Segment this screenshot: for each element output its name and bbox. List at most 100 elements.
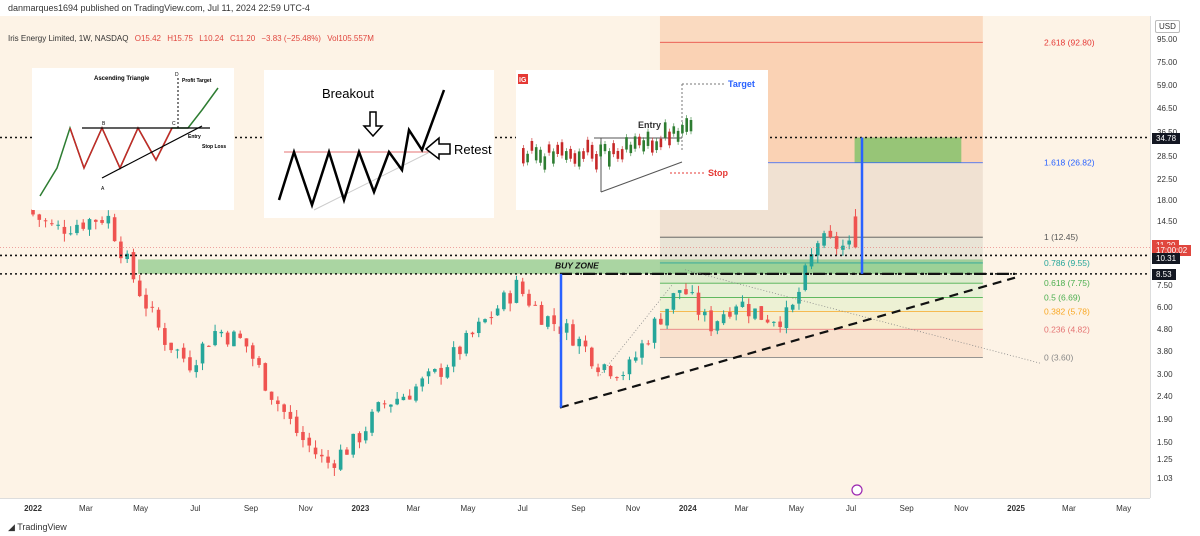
candle-body (100, 220, 104, 223)
candle-body (445, 367, 450, 378)
candle-body (665, 308, 669, 326)
candle-body (502, 292, 506, 310)
candle-body (345, 449, 349, 455)
chart-area[interactable]: BUY ZONE 2.618 (92.80) 1.618 (26.82) 1 (12… (0, 16, 1150, 498)
candle-body (288, 411, 293, 419)
candle-body (822, 233, 826, 246)
candle-body (508, 293, 512, 304)
price-axis[interactable]: USD 95.00 75.00 59.00 46.50 36.50 28.50 22.50 1… (1150, 16, 1200, 498)
price-tick: 75.00 (1157, 57, 1178, 67)
candle-body (784, 307, 789, 329)
fib-band (659, 297, 983, 312)
candle-body (464, 332, 469, 354)
time-tick: Jul (845, 504, 857, 513)
price-tick: 2.40 (1157, 391, 1173, 401)
time-tick: May (1116, 504, 1132, 513)
fib-band-top (659, 16, 983, 43)
candle-body (646, 343, 651, 345)
candle-body (420, 378, 425, 387)
candle-body (426, 371, 431, 377)
time-tick: Nov (298, 504, 313, 513)
price-tick: 36.50 (1157, 128, 1177, 137)
stop-label: Stop (708, 168, 728, 178)
price-tick: 3.80 (1157, 347, 1173, 357)
candle-body (332, 463, 337, 468)
fib-label: 0.236 (4.82) (1044, 324, 1090, 334)
candle-body (382, 403, 387, 405)
ig-logo: IG (519, 77, 527, 84)
time-tick: Nov (954, 504, 969, 513)
candle-body (853, 216, 858, 248)
profit-target-box (854, 137, 962, 163)
time-tick: Sep (243, 504, 259, 513)
candle-body (602, 364, 607, 370)
candle-body (734, 306, 738, 315)
time-tick: 2022 (24, 504, 42, 513)
symbol-legend: Iris Energy Limited, 1W, NASDAQ O15.42 H… (8, 34, 378, 43)
time-tick: 2025 (1007, 504, 1025, 513)
fib-band (659, 283, 983, 298)
retest-label: Retest (454, 142, 492, 157)
price-badge: 17:00:02 (1152, 245, 1192, 257)
svg-text:A: A (101, 186, 105, 192)
price-badge: 34.78 (1152, 132, 1181, 144)
tradingview-logo: ◢ TradingView (8, 522, 67, 532)
candle-body (282, 404, 286, 412)
price-tick: 6.00 (1157, 303, 1173, 312)
candle-body (552, 315, 556, 325)
candle-body (577, 338, 582, 347)
candle-body (546, 316, 550, 327)
candle-body (652, 318, 657, 343)
fib-label: 1 (12.45) (1044, 232, 1078, 242)
candle-body (759, 306, 764, 320)
candle-body (137, 280, 142, 297)
time-tick: Mar (79, 504, 93, 513)
candle-body (219, 331, 224, 334)
candle-body (476, 321, 481, 334)
candle-body (87, 219, 92, 230)
time-tick: 2024 (678, 504, 697, 513)
candle-body (188, 357, 192, 371)
candle-body (269, 391, 274, 400)
candle-body (828, 230, 833, 238)
candle-body (564, 323, 569, 333)
candle-body (225, 332, 230, 345)
candle-body (213, 331, 217, 346)
time-axis[interactable]: 2022 Mar May Jul Sep Nov 2023 Mar May Jul Sep Nov 20… (0, 498, 1150, 519)
ohlc-high: H15.75 (167, 34, 193, 43)
candle-body (200, 343, 205, 364)
candle-body (250, 345, 255, 359)
candle-body (797, 291, 801, 304)
breakout-label: Breakout (322, 86, 374, 101)
candle-body (43, 220, 48, 222)
candle-body (313, 447, 318, 455)
published-info: danmarques1694 published on TradingView.… (0, 0, 1200, 16)
candle-body (414, 386, 418, 401)
buy-zone-label: BUY ZONE (555, 260, 599, 270)
price-badge: 8.53 (1152, 268, 1176, 280)
candle-body (263, 363, 268, 391)
fib-band (659, 237, 983, 263)
candle-body (194, 365, 199, 373)
price-tick: 22.50 (1157, 174, 1178, 184)
candle-body (370, 411, 374, 433)
ascending-trendline (559, 276, 1016, 409)
candle-body (106, 215, 111, 224)
candle-body (75, 224, 79, 234)
candle-body (677, 290, 682, 293)
inset-breakout-retest: Breakout Retest (264, 70, 494, 218)
currency-label[interactable]: USD (1155, 20, 1180, 33)
candle-body (533, 304, 538, 306)
candle-body (112, 217, 117, 242)
candle-body (809, 254, 814, 267)
candle-body (778, 321, 782, 328)
candle-body (294, 416, 299, 433)
candle-body (816, 243, 820, 256)
candle-body (740, 301, 745, 307)
symbol-name: Iris Energy Limited, 1W, NASDAQ (8, 34, 129, 43)
candle-body (483, 319, 487, 323)
target-label: Target (728, 79, 755, 89)
time-tick: 2023 (351, 504, 370, 513)
event-icon (851, 484, 863, 496)
time-tick: Mar (734, 504, 749, 513)
